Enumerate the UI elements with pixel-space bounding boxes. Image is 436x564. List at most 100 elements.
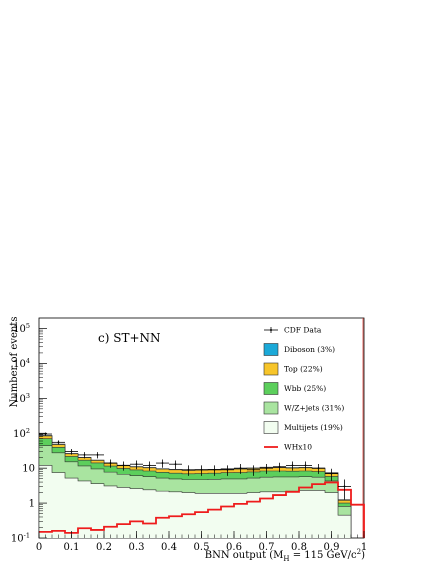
outline-multijets-19 xyxy=(38,465,364,539)
x-tick-label: 1 xyxy=(361,542,367,553)
x-tick-label: 0.8 xyxy=(291,542,307,553)
bar-multijets-19 xyxy=(299,490,312,538)
bar-multijets-19 xyxy=(91,483,104,538)
data-point xyxy=(156,459,169,468)
bar-multijets-19 xyxy=(143,489,156,538)
y-tick-label: 102 xyxy=(13,427,30,440)
bar-multijets-19 xyxy=(338,515,351,538)
bar-multijets-19 xyxy=(312,490,325,538)
x-tick-label: 0.5 xyxy=(194,542,210,553)
data-point xyxy=(65,448,78,455)
bar-multijets-19 xyxy=(234,493,247,538)
x-axis-title: BNN output (MH = 115 GeV/c2) xyxy=(205,548,365,563)
data-marker xyxy=(174,463,177,466)
data-marker xyxy=(291,464,294,467)
bar-multijets-19 xyxy=(273,491,286,538)
bar-multijets-19 xyxy=(286,491,299,538)
legend-item-diboson-3: Diboson (3%) xyxy=(263,343,335,356)
x-tick-label: 0.9 xyxy=(324,542,340,553)
legend-item-top-22: Top (22%) xyxy=(263,362,323,376)
data-marker xyxy=(304,464,307,467)
data-marker xyxy=(265,467,268,470)
histogram-bars xyxy=(38,435,364,539)
data-point xyxy=(325,468,338,481)
y-tick-label: 104 xyxy=(13,357,30,370)
bar-multijets-19 xyxy=(65,478,78,538)
data-marker xyxy=(135,463,138,466)
bar-multijets-19 xyxy=(325,492,338,538)
data-marker xyxy=(57,441,60,444)
bar-multijets-19 xyxy=(52,472,65,538)
bar-multijets-19 xyxy=(130,488,143,538)
legend-label: WHx10 xyxy=(284,443,312,452)
outline-w-z-jets-31 xyxy=(38,445,364,539)
data-point xyxy=(91,452,104,459)
bar-multijets-19 xyxy=(78,480,91,538)
bar-multijets-19 xyxy=(169,491,182,538)
data-marker xyxy=(83,453,86,456)
data-marker xyxy=(239,467,242,470)
data-point xyxy=(78,452,91,459)
bar-multijets-19 xyxy=(247,492,260,538)
bar-multijets-19 xyxy=(182,492,195,538)
legend-swatch xyxy=(263,401,279,415)
data-point xyxy=(234,464,247,474)
data-point xyxy=(143,461,156,471)
bar-multijets-19 xyxy=(260,491,273,538)
signal-histogram xyxy=(39,481,365,538)
y-tick-label: 105 xyxy=(13,322,30,335)
x-tick-label: 0.2 xyxy=(96,542,112,553)
y-axis-title: Number of events xyxy=(9,317,20,408)
data-point xyxy=(208,465,221,476)
multijets-19-series xyxy=(38,465,364,539)
data-point xyxy=(169,460,182,470)
data-marker xyxy=(252,468,255,471)
legend-item-wbb-25: Wbb (25%) xyxy=(263,382,326,395)
signal-line xyxy=(39,481,365,538)
bar-multijets-19 xyxy=(208,493,221,538)
data-marker xyxy=(330,472,333,475)
data-marker xyxy=(226,468,229,471)
data-point xyxy=(52,440,65,445)
bar-multijets-19 xyxy=(39,465,52,538)
legend-swatch xyxy=(263,343,279,356)
data-marker xyxy=(213,468,216,471)
x-tick-label: 0.3 xyxy=(129,542,145,553)
bar-multijets-19 xyxy=(117,487,130,538)
legend-item-whx10: WHx10 xyxy=(264,443,312,452)
x-tick-label: 0.4 xyxy=(161,542,177,553)
bar-multijets-19 xyxy=(156,491,169,538)
data-point xyxy=(130,460,143,470)
data-marker xyxy=(200,468,203,471)
legend-item-cdf-data: CDF Data xyxy=(264,326,322,335)
y-tick-label: 103 xyxy=(13,392,30,405)
legend-label: Wbb (25%) xyxy=(284,384,326,393)
data-point xyxy=(195,465,208,476)
y-tick-label: 1 xyxy=(29,499,35,510)
x-tick-label: 0.7 xyxy=(259,542,275,553)
legend-swatch xyxy=(263,362,279,376)
data-marker xyxy=(96,453,99,456)
data-marker xyxy=(148,464,151,467)
panel-label: c) ST+NN xyxy=(98,331,161,345)
legend-item-multijets-19: Multijets (19%) xyxy=(263,421,343,434)
bar-multijets-19 xyxy=(195,493,208,538)
data-point xyxy=(312,464,325,474)
x-tick-label: 0.6 xyxy=(226,542,242,553)
outline-top-22 xyxy=(38,435,364,539)
data-point xyxy=(260,464,273,474)
bar-multijets-19 xyxy=(104,485,117,538)
legend: CDF Data Diboson (3%) Top (22%) Wbb (25%) W/… xyxy=(263,326,344,452)
data-marker xyxy=(317,467,320,470)
data-marker xyxy=(278,465,281,468)
data-point xyxy=(117,461,130,471)
data-point xyxy=(247,465,260,476)
legend-item-w-z-jets-31: W/Z+jets (31%) xyxy=(263,401,344,415)
data-point xyxy=(221,465,234,476)
legend-label: CDF Data xyxy=(284,326,322,335)
data-marker xyxy=(343,485,346,488)
outline-wbb-25 xyxy=(38,438,364,539)
legend-label: Multijets (19%) xyxy=(284,423,343,432)
legend-swatch xyxy=(263,382,279,395)
x-tick-label: 0.1 xyxy=(64,542,80,553)
